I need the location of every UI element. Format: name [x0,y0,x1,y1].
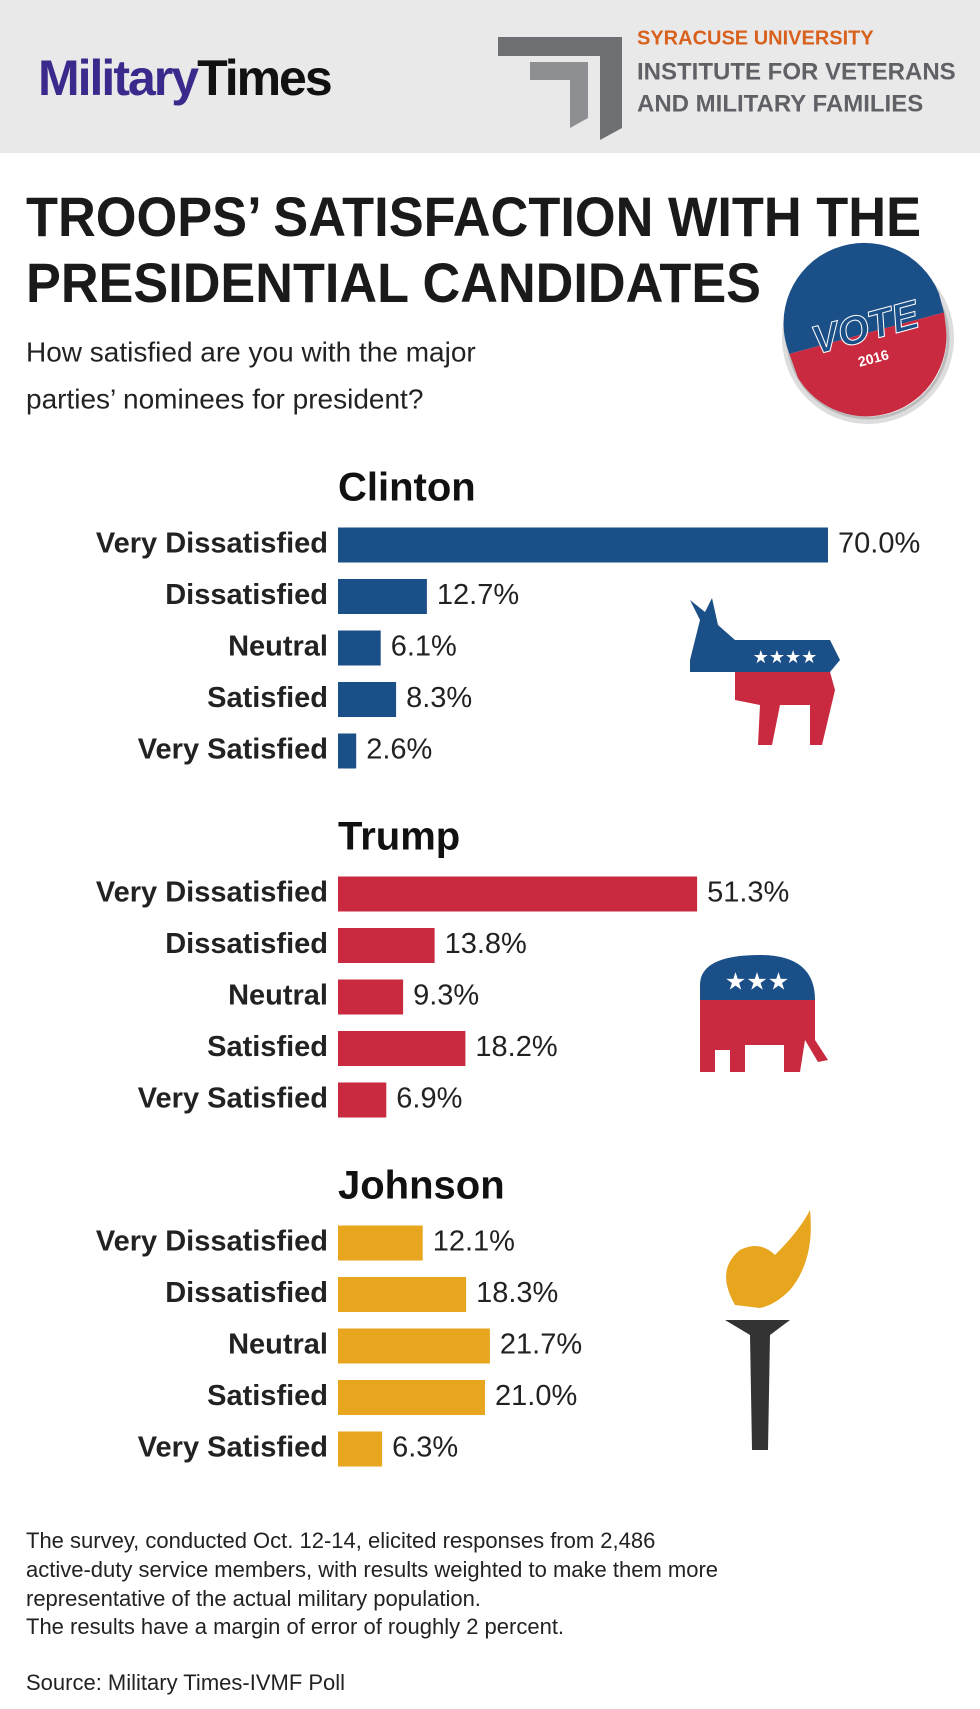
footnote: The survey, conducted Oct. 12-14, elicit… [26,1528,655,1553]
partner-mark [498,37,622,140]
category-label: Very Dissatisfied [96,1226,328,1258]
logo: MilitaryTimes [38,50,331,106]
value-label: 51.3% [707,877,789,909]
category-label: Very Dissatisfied [96,528,328,560]
header-band [0,0,980,153]
value-label: 21.7% [500,1329,582,1361]
donkey-icon: ★★★★ [690,598,840,745]
chart-title: Trump [338,815,460,859]
bar [338,1031,466,1066]
value-label: 12.7% [437,579,519,611]
subtitle: How satisfied are you with the major [26,336,476,367]
footnote: active-duty service members, with result… [26,1557,718,1582]
footnote: representative of the actual military po… [26,1586,481,1611]
category-label: Satisfied [207,1031,328,1063]
category-label: Neutral [228,1329,328,1361]
bar [338,682,397,717]
value-label: 2.6% [366,734,432,766]
source: Source: Military Times-IVMF Poll [26,1670,345,1695]
elephant-icon: ★★★ [700,955,828,1072]
bar [338,1328,490,1364]
value-label: 6.3% [392,1432,458,1464]
chart-title: Johnson [338,1164,505,1208]
bar [338,876,698,912]
value-label: 18.2% [475,1031,557,1063]
value-label: 18.3% [476,1277,558,1309]
value-label: 6.9% [396,1083,462,1115]
badge-year: 2016 [856,346,890,370]
value-label: 6.1% [391,631,457,663]
value-label: 70.0% [838,528,920,560]
bar [338,1277,467,1312]
subtitle: parties’ nominees for president? [26,383,423,414]
svg-text:★★★: ★★★ [725,968,790,995]
partner-line: INSTITUTE FOR VETERANS [637,58,956,85]
bar [338,733,357,769]
bar [338,979,404,1015]
logo-part1: Military [38,50,199,106]
bar [338,928,435,963]
category-label: Neutral [228,980,328,1012]
torch-icon [725,1210,811,1450]
bar [338,1431,383,1467]
value-label: 12.1% [433,1226,515,1258]
title: PRESIDENTIAL CANDIDATES [26,251,761,314]
value-label: 8.3% [406,682,472,714]
value-label: 13.8% [445,928,527,960]
category-label: Neutral [228,631,328,663]
bar [338,630,381,666]
svg-text:★★★★: ★★★★ [753,647,818,667]
bar [338,1225,423,1261]
chart-title: Clinton [338,466,476,510]
partner-line: AND MILITARY FAMILIES [637,90,923,117]
footnote: The results have a margin of error of ro… [26,1614,564,1639]
partner-line: SYRACUSE UNIVERSITY [637,27,874,49]
vote-badge: VOTE 2016 [782,242,954,424]
bar [338,579,427,614]
category-label: Very Satisfied [138,1083,328,1115]
category-label: Dissatisfied [165,1277,328,1309]
category-label: Satisfied [207,682,328,714]
category-label: Very Dissatisfied [96,877,328,909]
bar [338,1082,387,1118]
logo-part2: Times [197,50,331,106]
title: TROOPS’ SATISFACTION WITH THE [26,185,921,248]
value-label: 9.3% [413,980,479,1012]
bar [338,527,828,563]
category-label: Very Satisfied [138,1432,328,1464]
category-label: Dissatisfied [165,928,328,960]
category-label: Dissatisfied [165,579,328,611]
bar [338,1380,485,1415]
category-label: Very Satisfied [138,734,328,766]
value-label: 21.0% [495,1380,577,1412]
category-label: Satisfied [207,1380,328,1412]
